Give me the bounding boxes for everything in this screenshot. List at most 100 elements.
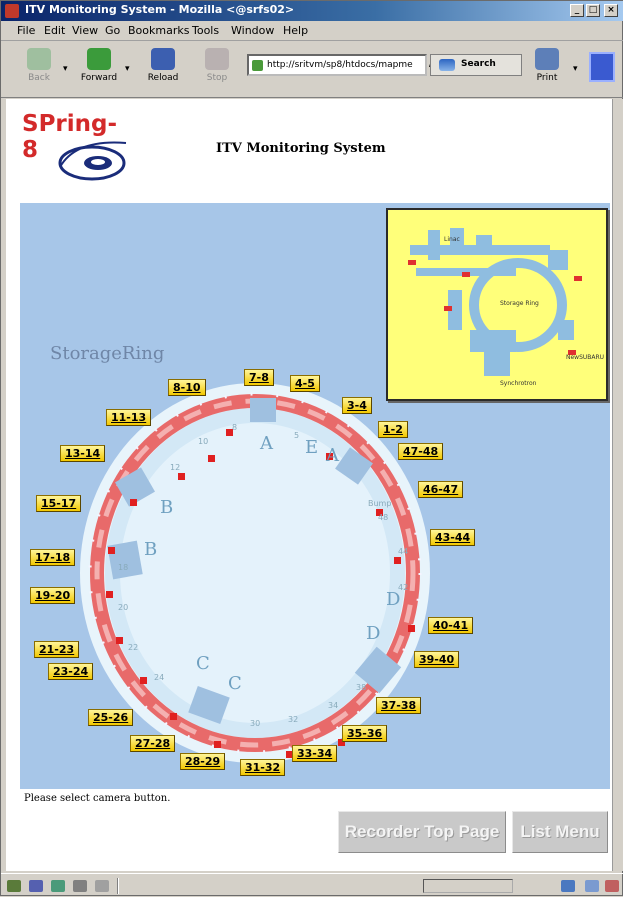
menu-window[interactable]: Window bbox=[231, 24, 275, 37]
site-icon bbox=[252, 60, 263, 71]
cell-number: 48 bbox=[378, 513, 389, 522]
section-letter: C bbox=[196, 653, 210, 674]
logo-orbit-icon bbox=[58, 141, 127, 181]
camera-button-27-28[interactable]: 27-28 bbox=[130, 735, 176, 752]
camera-button-43-44[interactable]: 43-44 bbox=[430, 529, 476, 546]
window-title: ITV Monitoring System - Mozilla <@srfs02… bbox=[25, 3, 295, 16]
camera-button-28-29[interactable]: 28-29 bbox=[180, 753, 226, 770]
status-separator bbox=[117, 878, 119, 894]
recorder-top-page-button[interactable]: Recorder Top Page bbox=[338, 811, 506, 853]
camera-button-25-26[interactable]: 25-26 bbox=[88, 709, 134, 726]
camera-button-33-34[interactable]: 33-34 bbox=[292, 745, 338, 762]
inset-label-linac: Linac bbox=[444, 236, 460, 243]
cell-number: 38 bbox=[356, 683, 367, 692]
inset-label-storage-ring: Storage Ring bbox=[500, 300, 539, 307]
forward-button[interactable]: Forward bbox=[79, 46, 119, 92]
camera-button-31-32[interactable]: 31-32 bbox=[240, 759, 286, 776]
reload-icon bbox=[151, 48, 175, 70]
mozilla-icon bbox=[5, 4, 19, 18]
cell-number: 34 bbox=[328, 701, 339, 710]
popup-icon bbox=[605, 880, 619, 892]
menu-view[interactable]: View bbox=[72, 24, 99, 37]
maximize-button[interactable]: □ bbox=[586, 4, 600, 17]
facility-layout-icon bbox=[408, 228, 582, 376]
cell-number: 42 bbox=[398, 583, 409, 592]
url-field[interactable]: http://sritvm/sp8/htdocs/mapme bbox=[247, 54, 427, 76]
chat-icon[interactable] bbox=[95, 880, 109, 892]
list-menu-button[interactable]: List Menu bbox=[512, 811, 608, 853]
search-icon bbox=[439, 59, 455, 71]
menu-edit[interactable]: Edit bbox=[44, 24, 66, 37]
cell-number: 22 bbox=[128, 643, 139, 652]
facility-overview-map[interactable]: Linac Storage Ring Synchrotron NewSUBARU bbox=[386, 208, 608, 401]
back-dropdown-icon[interactable]: ▾ bbox=[63, 64, 68, 74]
back-arrow-icon bbox=[27, 48, 51, 70]
camera-button-39-40[interactable]: 39-40 bbox=[414, 651, 460, 668]
storage-ring-label: StorageRing bbox=[50, 343, 165, 364]
navigation-toolbar: Back ▾ Forward ▾ Reload Stop http://srit… bbox=[1, 42, 623, 98]
storage-ring-map: Linac Storage Ring Synchrotron NewSUBARU… bbox=[20, 203, 610, 789]
back-button[interactable]: Back bbox=[19, 46, 59, 92]
camera-button-47-48[interactable]: 47-48 bbox=[398, 443, 444, 460]
section-letter: D bbox=[366, 623, 381, 644]
minimize-button[interactable]: _ bbox=[570, 4, 584, 17]
section-letter: D bbox=[386, 589, 401, 610]
section-letter: A bbox=[260, 433, 273, 454]
reload-button[interactable]: Reload bbox=[143, 46, 183, 92]
mail-icon[interactable] bbox=[29, 880, 43, 892]
composer-icon[interactable] bbox=[51, 880, 65, 892]
camera-button-37-38[interactable]: 37-38 bbox=[376, 697, 422, 714]
page-title: ITV Monitoring System bbox=[216, 141, 386, 156]
search-button[interactable]: Search bbox=[430, 54, 522, 76]
camera-button-46-47[interactable]: 46-47 bbox=[418, 481, 464, 498]
section-letter: C bbox=[228, 673, 242, 694]
vertical-scrollbar[interactable] bbox=[612, 99, 623, 871]
camera-button-1-2[interactable]: 1-2 bbox=[378, 421, 408, 438]
spring8-logo: SPring-8 bbox=[22, 111, 132, 183]
title-bar: ITV Monitoring System - Mozilla <@srfs02… bbox=[1, 1, 623, 21]
cell-number: 12 bbox=[170, 463, 181, 472]
camera-button-13-14[interactable]: 13-14 bbox=[60, 445, 106, 462]
throbber-icon[interactable] bbox=[589, 52, 615, 82]
camera-button-7-8[interactable]: 7-8 bbox=[244, 369, 274, 386]
menu-file[interactable]: File bbox=[17, 24, 36, 37]
section-letter: E bbox=[305, 437, 319, 458]
close-button[interactable]: × bbox=[604, 4, 618, 17]
menu-bookmarks[interactable]: Bookmarks bbox=[128, 24, 190, 37]
camera-button-8-10[interactable]: 8-10 bbox=[168, 379, 206, 396]
section-letter: B bbox=[144, 539, 158, 560]
camera-button-4-5[interactable]: 4-5 bbox=[290, 375, 320, 392]
print-button[interactable]: Print bbox=[527, 46, 567, 92]
menu-tools[interactable]: Tools bbox=[192, 24, 220, 37]
section-letter: B bbox=[160, 497, 174, 518]
camera-button-23-24[interactable]: 23-24 bbox=[48, 663, 94, 680]
camera-button-11-13[interactable]: 11-13 bbox=[106, 409, 152, 426]
stop-button[interactable]: Stop bbox=[197, 46, 237, 92]
menu-go[interactable]: Go bbox=[105, 24, 121, 37]
cell-number: 20 bbox=[118, 603, 129, 612]
camera-button-35-36[interactable]: 35-36 bbox=[342, 725, 388, 742]
inset-label-newsubaru: NewSUBARU bbox=[566, 354, 605, 361]
navigator-icon[interactable] bbox=[7, 880, 21, 892]
camera-button-15-17[interactable]: 15-17 bbox=[36, 495, 82, 512]
camera-button-19-20[interactable]: 19-20 bbox=[30, 587, 76, 604]
menu-bar: File Edit View Go Bookmarks Tools Window… bbox=[1, 21, 623, 41]
camera-button-40-41[interactable]: 40-41 bbox=[428, 617, 474, 634]
cell-number: 32 bbox=[288, 715, 299, 724]
camera-button-17-18[interactable]: 17-18 bbox=[30, 549, 76, 566]
instruction-text: Please select camera button. bbox=[24, 793, 171, 804]
cell-number: 8 bbox=[232, 423, 238, 432]
stop-icon bbox=[205, 48, 229, 70]
connection-icon bbox=[561, 880, 575, 892]
cell-number: 44 bbox=[398, 547, 409, 556]
forward-dropdown-icon[interactable]: ▾ bbox=[125, 64, 130, 74]
menu-help[interactable]: Help bbox=[283, 24, 309, 37]
camera-button-3-4[interactable]: 3-4 bbox=[342, 397, 372, 414]
forward-arrow-icon bbox=[87, 48, 111, 70]
camera-button-21-23[interactable]: 21-23 bbox=[34, 641, 80, 658]
bump-label: Bump bbox=[368, 499, 392, 508]
inset-label-synchrotron: Synchrotron bbox=[500, 380, 537, 387]
print-dropdown-icon[interactable]: ▾ bbox=[573, 64, 578, 74]
address-book-icon[interactable] bbox=[73, 880, 87, 892]
